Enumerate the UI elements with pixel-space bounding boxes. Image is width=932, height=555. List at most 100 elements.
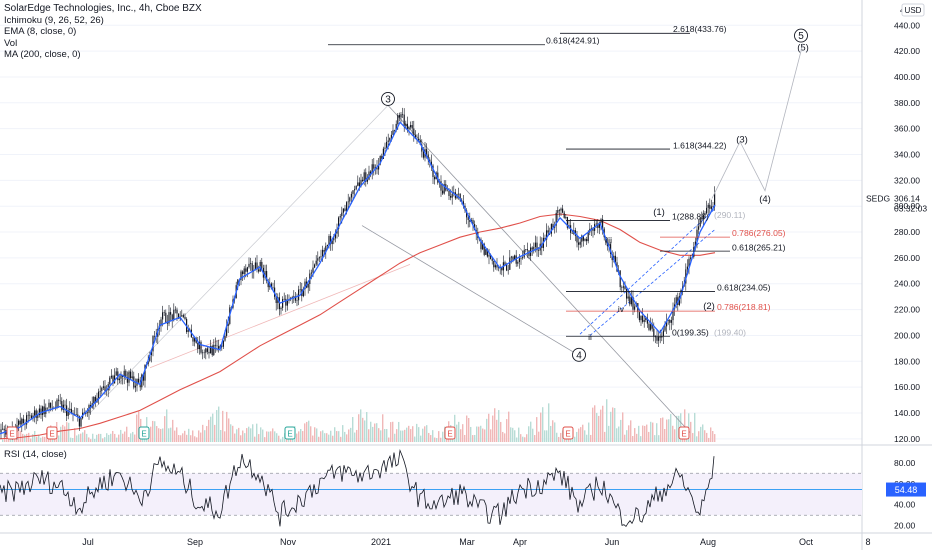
volume-bar: [262, 429, 264, 442]
fib-level-label: (290.11): [714, 210, 746, 220]
volume-bar: [702, 424, 704, 442]
candle-body: [214, 344, 216, 346]
candle-body: [206, 348, 208, 352]
candle-body: [518, 258, 520, 262]
volume-bar: [490, 429, 492, 442]
volume-bar: [384, 429, 386, 442]
candle-body: [498, 267, 500, 269]
volume-bar: [218, 406, 220, 442]
wave-label: 3: [385, 94, 391, 105]
indicator-ichimoku[interactable]: Ichimoku (9, 26, 52, 26): [4, 14, 104, 26]
volume-bar: [336, 431, 338, 442]
candle-body: [486, 249, 488, 257]
candle-body: [200, 341, 202, 353]
volume-bar: [520, 434, 522, 442]
volume-bar: [528, 426, 530, 442]
candle-body: [406, 123, 408, 130]
candle-body: [117, 371, 119, 381]
volume-bar: [624, 434, 626, 442]
candle-body: [360, 179, 362, 187]
volume-bar: [496, 419, 498, 442]
rsi-tick: 40.00: [894, 500, 916, 510]
candle-body: [254, 262, 256, 270]
candle-body: [686, 266, 688, 270]
volume-bar: [606, 399, 608, 442]
candle-body: [451, 193, 453, 198]
candle-body: [294, 296, 296, 301]
candle-body: [440, 181, 442, 191]
indicator-ema[interactable]: EMA (8, close, 0): [4, 26, 77, 38]
candle-body: [30, 415, 32, 419]
wave-label-circle: [572, 347, 586, 362]
volume-bar: [518, 427, 520, 442]
volume-bar: [622, 412, 624, 442]
candle-body: [390, 134, 392, 138]
volume-bar: [78, 434, 80, 442]
volume-bar: [210, 416, 212, 442]
indicator-vol[interactable]: Vol: [4, 37, 18, 49]
price-tick: 380.00: [894, 98, 920, 108]
volume-bar: [44, 436, 46, 442]
volume-bar: [636, 433, 638, 442]
event-marker: [562, 426, 574, 440]
volume-bar: [160, 428, 162, 442]
candle-body: [123, 370, 125, 377]
volume-bar: [536, 417, 538, 442]
symbol-title[interactable]: SolarEdge Technologies, Inc., 4h, Cboe B…: [4, 3, 202, 14]
volume-bar: [104, 437, 106, 442]
volume-bar: [100, 433, 102, 442]
candle-body: [171, 314, 173, 321]
volume-bar: [172, 419, 174, 442]
volume-bar: [94, 438, 96, 442]
wave-label: iv: [618, 304, 625, 314]
candle-body: [685, 269, 687, 284]
candle-body: [266, 271, 268, 281]
volume-bar: [342, 425, 344, 442]
volume-bar: [174, 430, 176, 442]
candle-body: [664, 326, 666, 331]
candle-body: [286, 300, 288, 306]
volume-bar: [692, 433, 694, 442]
candle-body: [317, 258, 319, 261]
candle-body: [646, 317, 648, 324]
candle-body: [334, 233, 336, 239]
volume-bar: [300, 429, 302, 442]
candle-body: [128, 371, 130, 383]
candle-body: [43, 406, 45, 414]
candle-body: [494, 265, 496, 268]
volume-bar: [552, 420, 554, 442]
candle-body: [67, 410, 69, 416]
candle-body: [696, 229, 698, 242]
event-marker: [444, 426, 456, 440]
volume-bar: [418, 427, 420, 442]
fib-level-label: (199.40): [714, 328, 746, 338]
candle-body: [75, 414, 77, 415]
candle-body: [659, 336, 661, 338]
event-marker: [678, 426, 690, 440]
volume-bar: [472, 435, 474, 442]
candle-body: [632, 297, 634, 310]
volume-bar: [580, 427, 582, 442]
volume-bar: [382, 414, 384, 442]
volume-bar: [522, 436, 524, 442]
candle-body: [195, 338, 197, 343]
volume-bar: [546, 430, 548, 442]
volume-bar: [260, 427, 262, 442]
candle-body: [99, 390, 101, 392]
volume-bar: [252, 424, 254, 442]
candle-body: [174, 309, 176, 311]
event-marker: [284, 426, 296, 440]
candle-body: [550, 224, 552, 234]
indicator-ma[interactable]: MA (200, close, 0): [4, 49, 81, 61]
candle-body: [341, 212, 343, 216]
candle-body: [94, 396, 96, 403]
wave-label: 4: [576, 350, 582, 361]
volume-bar: [478, 426, 480, 442]
volume-bar: [714, 434, 716, 442]
volume-bar: [582, 424, 584, 442]
candle-body: [624, 286, 626, 290]
candle-body: [522, 257, 524, 259]
candle-body: [242, 271, 244, 275]
rsi-legend[interactable]: RSI (14, close): [4, 449, 67, 460]
